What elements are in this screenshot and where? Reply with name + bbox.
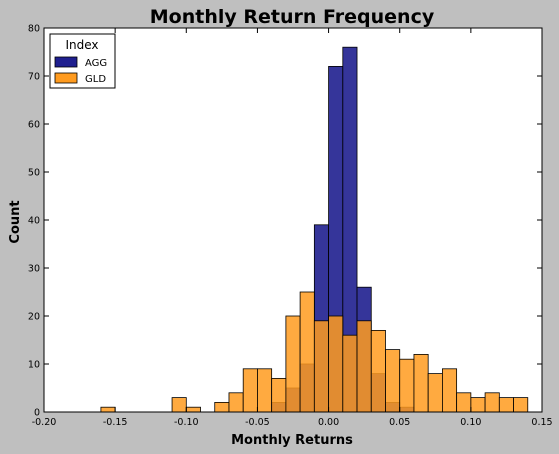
gld-bars xyxy=(100,291,529,413)
x-tick-label: 0.00 xyxy=(318,417,339,428)
x-tick-label: -0.15 xyxy=(103,417,128,428)
gld-bar xyxy=(313,320,329,413)
y-tick-label: 70 xyxy=(28,72,40,83)
legend-swatch-gld xyxy=(54,72,78,84)
y-tick-label: 50 xyxy=(28,168,40,179)
gld-bar xyxy=(342,334,358,413)
gld-bar xyxy=(257,368,273,413)
y-tick-label: 20 xyxy=(28,312,40,323)
legend-title: Index xyxy=(65,38,98,52)
y-tick-label: 40 xyxy=(28,216,40,227)
gld-bar xyxy=(285,315,301,413)
x-axis-label: Monthly Returns xyxy=(231,433,353,448)
gld-bar xyxy=(470,397,486,413)
gld-bar xyxy=(271,377,287,413)
gld-bar xyxy=(242,368,258,413)
x-tick-label: 0.15 xyxy=(531,417,552,428)
gld-bar xyxy=(427,373,443,413)
y-axis: 0 10 20 30 40 50 60 70 80 xyxy=(28,24,542,419)
y-tick-label: 0 xyxy=(34,408,40,419)
gld-bar xyxy=(498,397,514,413)
gld-bar xyxy=(356,320,372,413)
gld-bar xyxy=(185,406,201,413)
gld-bar xyxy=(413,353,429,413)
legend-label-agg: AGG xyxy=(85,58,107,69)
gld-bar xyxy=(299,291,315,413)
gld-bar xyxy=(513,397,529,413)
gld-bar xyxy=(328,315,344,413)
gld-bar xyxy=(484,392,500,413)
x-tick-label: -0.10 xyxy=(174,417,199,428)
legend: Index AGG GLD xyxy=(49,33,116,89)
gld-bar xyxy=(214,401,230,413)
gld-bar xyxy=(441,368,458,413)
gld-bar xyxy=(100,406,116,413)
y-tick-label: 10 xyxy=(28,360,40,371)
legend-swatch-agg xyxy=(54,56,78,68)
legend-label-gld: GLD xyxy=(85,74,106,85)
x-tick-label: -0.20 xyxy=(32,417,57,428)
gld-bar xyxy=(228,392,244,413)
x-tick-label: 0.10 xyxy=(460,417,481,428)
x-axis: -0.20 -0.15 -0.10 -0.05 0.00 0.05 0.10 0.15 xyxy=(32,28,553,428)
gld-bar xyxy=(385,349,401,413)
gld-bar xyxy=(171,397,187,413)
gld-bar xyxy=(456,392,472,413)
x-tick-label: 0.05 xyxy=(389,417,410,428)
y-tick-label: 30 xyxy=(28,264,40,275)
y-tick-label: 60 xyxy=(28,120,40,131)
x-tick-label: -0.05 xyxy=(245,417,270,428)
y-axis-label: Count xyxy=(8,200,23,243)
gld-bar xyxy=(399,358,415,413)
y-tick-label: 80 xyxy=(28,24,40,35)
chart-title: Monthly Return Frequency xyxy=(150,6,435,28)
gld-bar xyxy=(370,329,386,413)
